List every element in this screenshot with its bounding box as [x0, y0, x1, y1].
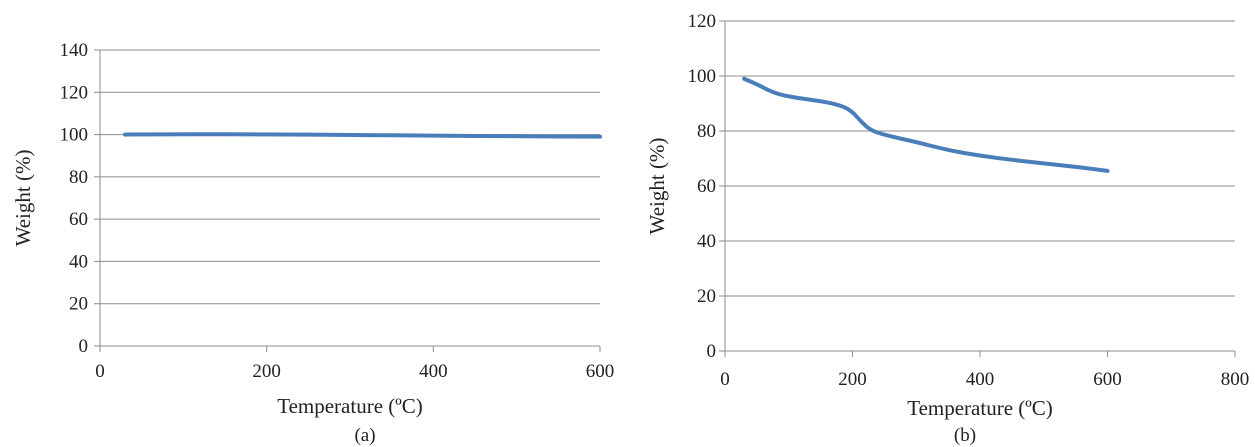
y-tick-label: 100 — [688, 66, 717, 87]
y-axis-label: Weight (%) — [11, 150, 35, 247]
y-tick-label: 60 — [697, 176, 716, 197]
panel-label: (a) — [354, 425, 375, 446]
x-tick-label: 200 — [252, 361, 281, 382]
y-tick-label: 60 — [69, 209, 88, 230]
x-tick-label: 400 — [419, 361, 448, 382]
x-tick-label: 400 — [966, 369, 995, 390]
y-tick-label: 120 — [688, 11, 717, 32]
x-axis-label: Temperature (ºC) — [907, 396, 1053, 420]
y-tick-label: 0 — [79, 336, 89, 357]
y-tick-label: 100 — [60, 125, 89, 146]
x-tick-label: 0 — [720, 369, 730, 390]
chart-a: 0 20 40 60 80 100 120 140 0 200 400 600 Temperature … — [11, 40, 614, 446]
series-line-0 — [123, 132, 602, 139]
y-tick-label: 80 — [69, 167, 88, 188]
chart-b: 0 20 40 60 80 100 120 0 200 400 600 800 Temperature … — [645, 11, 1249, 446]
series-line-0 — [742, 76, 1110, 173]
y-axis-label: Weight (%) — [645, 138, 669, 235]
x-tick-label: 0 — [95, 361, 105, 382]
x-axis-label: Temperature (ºC) — [277, 394, 423, 418]
x-tick-label: 800 — [1221, 369, 1250, 390]
y-tick-label: 20 — [69, 294, 88, 315]
x-tick-label: 200 — [838, 369, 867, 390]
y-tick-label: 80 — [697, 121, 716, 142]
x-tick-label: 600 — [586, 361, 615, 382]
y-tick-label: 0 — [707, 341, 717, 362]
panel-label: (b) — [954, 425, 976, 446]
y-tick-label: 40 — [697, 231, 716, 252]
y-tick-label: 120 — [60, 82, 89, 103]
y-tick-label: 20 — [697, 286, 716, 307]
y-tick-label: 40 — [69, 251, 88, 272]
x-tick-label: 600 — [1093, 369, 1122, 390]
y-tick-label: 140 — [60, 40, 89, 61]
